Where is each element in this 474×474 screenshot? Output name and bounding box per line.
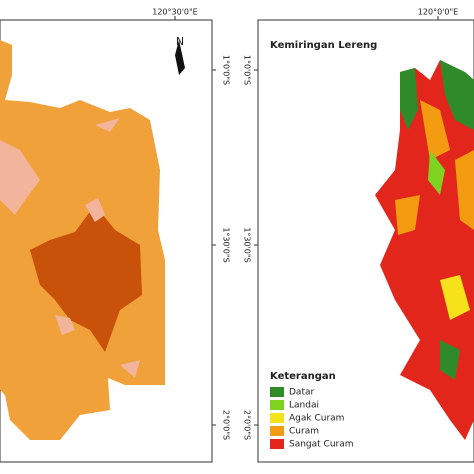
- north-arrow: [175, 40, 185, 75]
- legend-swatch: [270, 413, 284, 423]
- region-pink: [120, 360, 140, 378]
- legend-label: Datar: [289, 388, 314, 398]
- legend-label: Landai: [289, 401, 319, 411]
- slope-steep: [455, 150, 474, 230]
- longitude-label: 120°30'0"E: [152, 8, 197, 17]
- longitude-label: 120°0'0"E: [418, 8, 458, 17]
- slope-moderate: [440, 275, 470, 320]
- latitude-label: 1°30'0"S: [243, 227, 252, 262]
- slope-flat: [440, 340, 460, 380]
- north-label: N: [176, 35, 184, 48]
- left-latitude-labels: 1°0'0"S 1°30'0"S 2°0'0"S: [212, 55, 231, 440]
- region-dark: [30, 205, 142, 352]
- legend-swatch: [270, 387, 284, 397]
- latitude-label: 1°0'0"S: [222, 55, 231, 85]
- slope-gentle: [428, 150, 445, 195]
- legend: Datar Landai Agak Curam Curam Sangat Curam: [270, 387, 354, 450]
- slope-steep: [395, 195, 420, 235]
- region-pink: [55, 315, 75, 335]
- latitude-label: 1°30'0"S: [222, 227, 231, 262]
- legend-swatch: [270, 439, 284, 449]
- legend-label: Curam: [289, 427, 319, 437]
- latitude-label: 2°0'0"S: [243, 410, 252, 440]
- region-pink: [0, 140, 40, 215]
- map-title: Kemiringan Lereng: [270, 40, 377, 51]
- right-map: Kemiringan Lereng 120°0'0"E Keterangan D…: [257, 8, 474, 463]
- legend-label: Agak Curam: [289, 414, 344, 424]
- slope-flat: [440, 60, 474, 130]
- legend-label: Sangat Curam: [289, 440, 354, 450]
- legend-swatch: [270, 400, 284, 410]
- region-pink: [95, 118, 120, 132]
- latitude-label: 1°0'0"S: [243, 55, 252, 85]
- region-pink: [85, 198, 105, 222]
- slope-flat: [400, 68, 418, 130]
- slope-steep: [420, 100, 450, 160]
- legend-swatch: [270, 426, 284, 436]
- latitude-label: 2°0'0"S: [222, 410, 231, 440]
- left-map: N 120°30'0"E: [0, 8, 213, 463]
- right-latitude-labels: 1°0'0"S 1°30'0"S 2°0'0"S: [243, 55, 258, 440]
- legend-title: Keterangan: [270, 371, 336, 382]
